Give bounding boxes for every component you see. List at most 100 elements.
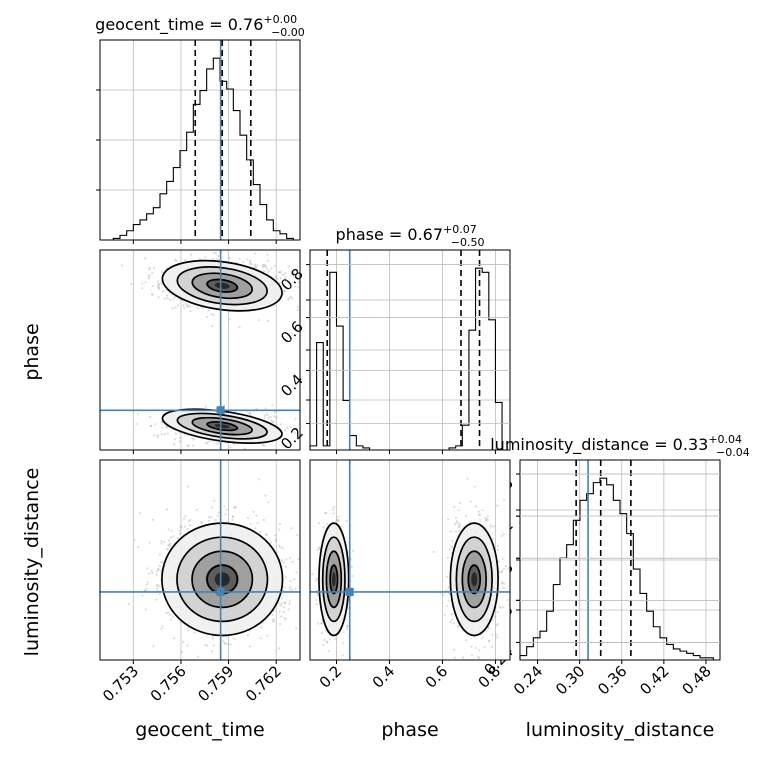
sample-point	[183, 433, 186, 436]
sample-point	[155, 570, 159, 573]
sample-point	[157, 284, 160, 287]
sample-point	[267, 416, 270, 420]
sample-point	[277, 544, 281, 547]
tick-label-luminosity_distance-2: 0.36	[594, 662, 630, 698]
sample-point	[148, 268, 151, 271]
contour-line-0	[161, 259, 283, 312]
sample-point	[326, 641, 329, 644]
sample-point	[213, 499, 216, 502]
sample-point	[272, 420, 275, 424]
sample-point	[217, 511, 220, 514]
sample-point	[264, 407, 267, 410]
sample-point	[461, 656, 465, 659]
sample-point	[352, 549, 355, 552]
sample-point	[187, 485, 190, 488]
sample-point	[315, 598, 318, 602]
sample-point	[166, 548, 169, 551]
sample-point	[176, 537, 179, 540]
sample-point	[152, 266, 156, 269]
sample-point	[319, 622, 323, 625]
sample-point	[172, 535, 175, 538]
sample-point	[184, 258, 187, 261]
sample-point	[507, 567, 510, 570]
sample-point	[169, 618, 173, 621]
sample-point	[331, 508, 335, 511]
tick-label-luminosity_distance-0: 0.24	[510, 662, 546, 698]
sample-point	[282, 586, 285, 589]
sample-point	[280, 602, 283, 605]
sample-point	[315, 603, 319, 606]
sample-point	[282, 610, 285, 614]
sample-point	[306, 592, 308, 594]
tick-label-geocent_time-3: 0.762	[242, 662, 285, 705]
sample-point	[278, 528, 281, 531]
sample-point	[259, 530, 262, 533]
tick-label-luminosity_distance-4: 0.48	[678, 662, 714, 698]
sample-point	[172, 297, 175, 301]
labels-layer: geocent_time phase luminosity_distance p…	[21, 13, 750, 741]
sample-point	[254, 252, 257, 255]
sample-point	[216, 514, 219, 517]
sample-point	[455, 520, 459, 523]
sample-point	[478, 513, 482, 516]
sample-point	[238, 247, 240, 249]
sample-point	[284, 618, 287, 621]
sample-point	[207, 309, 210, 312]
sample-point	[464, 515, 467, 518]
sample-point	[200, 521, 204, 524]
sample-point	[155, 583, 159, 586]
sample-point	[458, 525, 461, 528]
sample-point	[216, 442, 219, 445]
sample-point	[487, 626, 490, 629]
sample-point	[323, 638, 326, 641]
sample-point	[472, 661, 474, 663]
sample-point	[466, 477, 469, 480]
sample-point	[283, 429, 287, 432]
sample-point	[446, 605, 449, 608]
sample-point	[174, 432, 178, 435]
sample-point	[157, 567, 160, 570]
sample-point	[224, 513, 227, 516]
sample-point	[166, 547, 169, 551]
sample-point	[186, 303, 190, 307]
sample-point	[453, 523, 457, 526]
sample-point	[502, 533, 505, 536]
sample-point	[291, 560, 294, 563]
sample-point	[231, 515, 234, 519]
sample-point	[276, 277, 279, 280]
sample-point	[499, 606, 502, 609]
sample-point	[496, 636, 499, 639]
sample-point	[187, 444, 190, 447]
sample-point	[262, 518, 265, 522]
sample-point	[216, 257, 219, 261]
title-luminosity-distance-lower: −0.04	[716, 446, 750, 459]
sample-point	[269, 416, 273, 419]
sample-point	[211, 637, 214, 640]
sample-point	[196, 306, 199, 310]
sample-point	[318, 546, 321, 549]
sample-point	[191, 666, 193, 668]
title-geocent-time-lower: −0.00	[271, 26, 305, 39]
sample-point	[232, 661, 234, 663]
sample-point	[271, 613, 274, 616]
sample-point	[160, 539, 163, 543]
panel-2d-phase-luminosity_distance: 0.2 0.4 0.6 0.8	[309, 459, 720, 692]
sample-point	[490, 525, 493, 528]
sample-point	[268, 269, 271, 272]
sample-point	[266, 414, 270, 417]
sample-point	[496, 544, 500, 547]
sample-point	[163, 432, 166, 436]
sample-point	[231, 515, 235, 518]
sample-point	[297, 281, 300, 284]
sample-point	[335, 519, 338, 522]
sample-point	[284, 575, 288, 579]
sample-point	[255, 514, 258, 517]
sample-point	[300, 421, 302, 423]
sample-point	[147, 277, 150, 280]
sample-point	[151, 571, 154, 575]
sample-point	[249, 413, 252, 416]
sample-point	[477, 656, 481, 660]
sample-point	[259, 626, 263, 629]
sample-point	[146, 581, 149, 584]
sample-point	[451, 540, 454, 543]
